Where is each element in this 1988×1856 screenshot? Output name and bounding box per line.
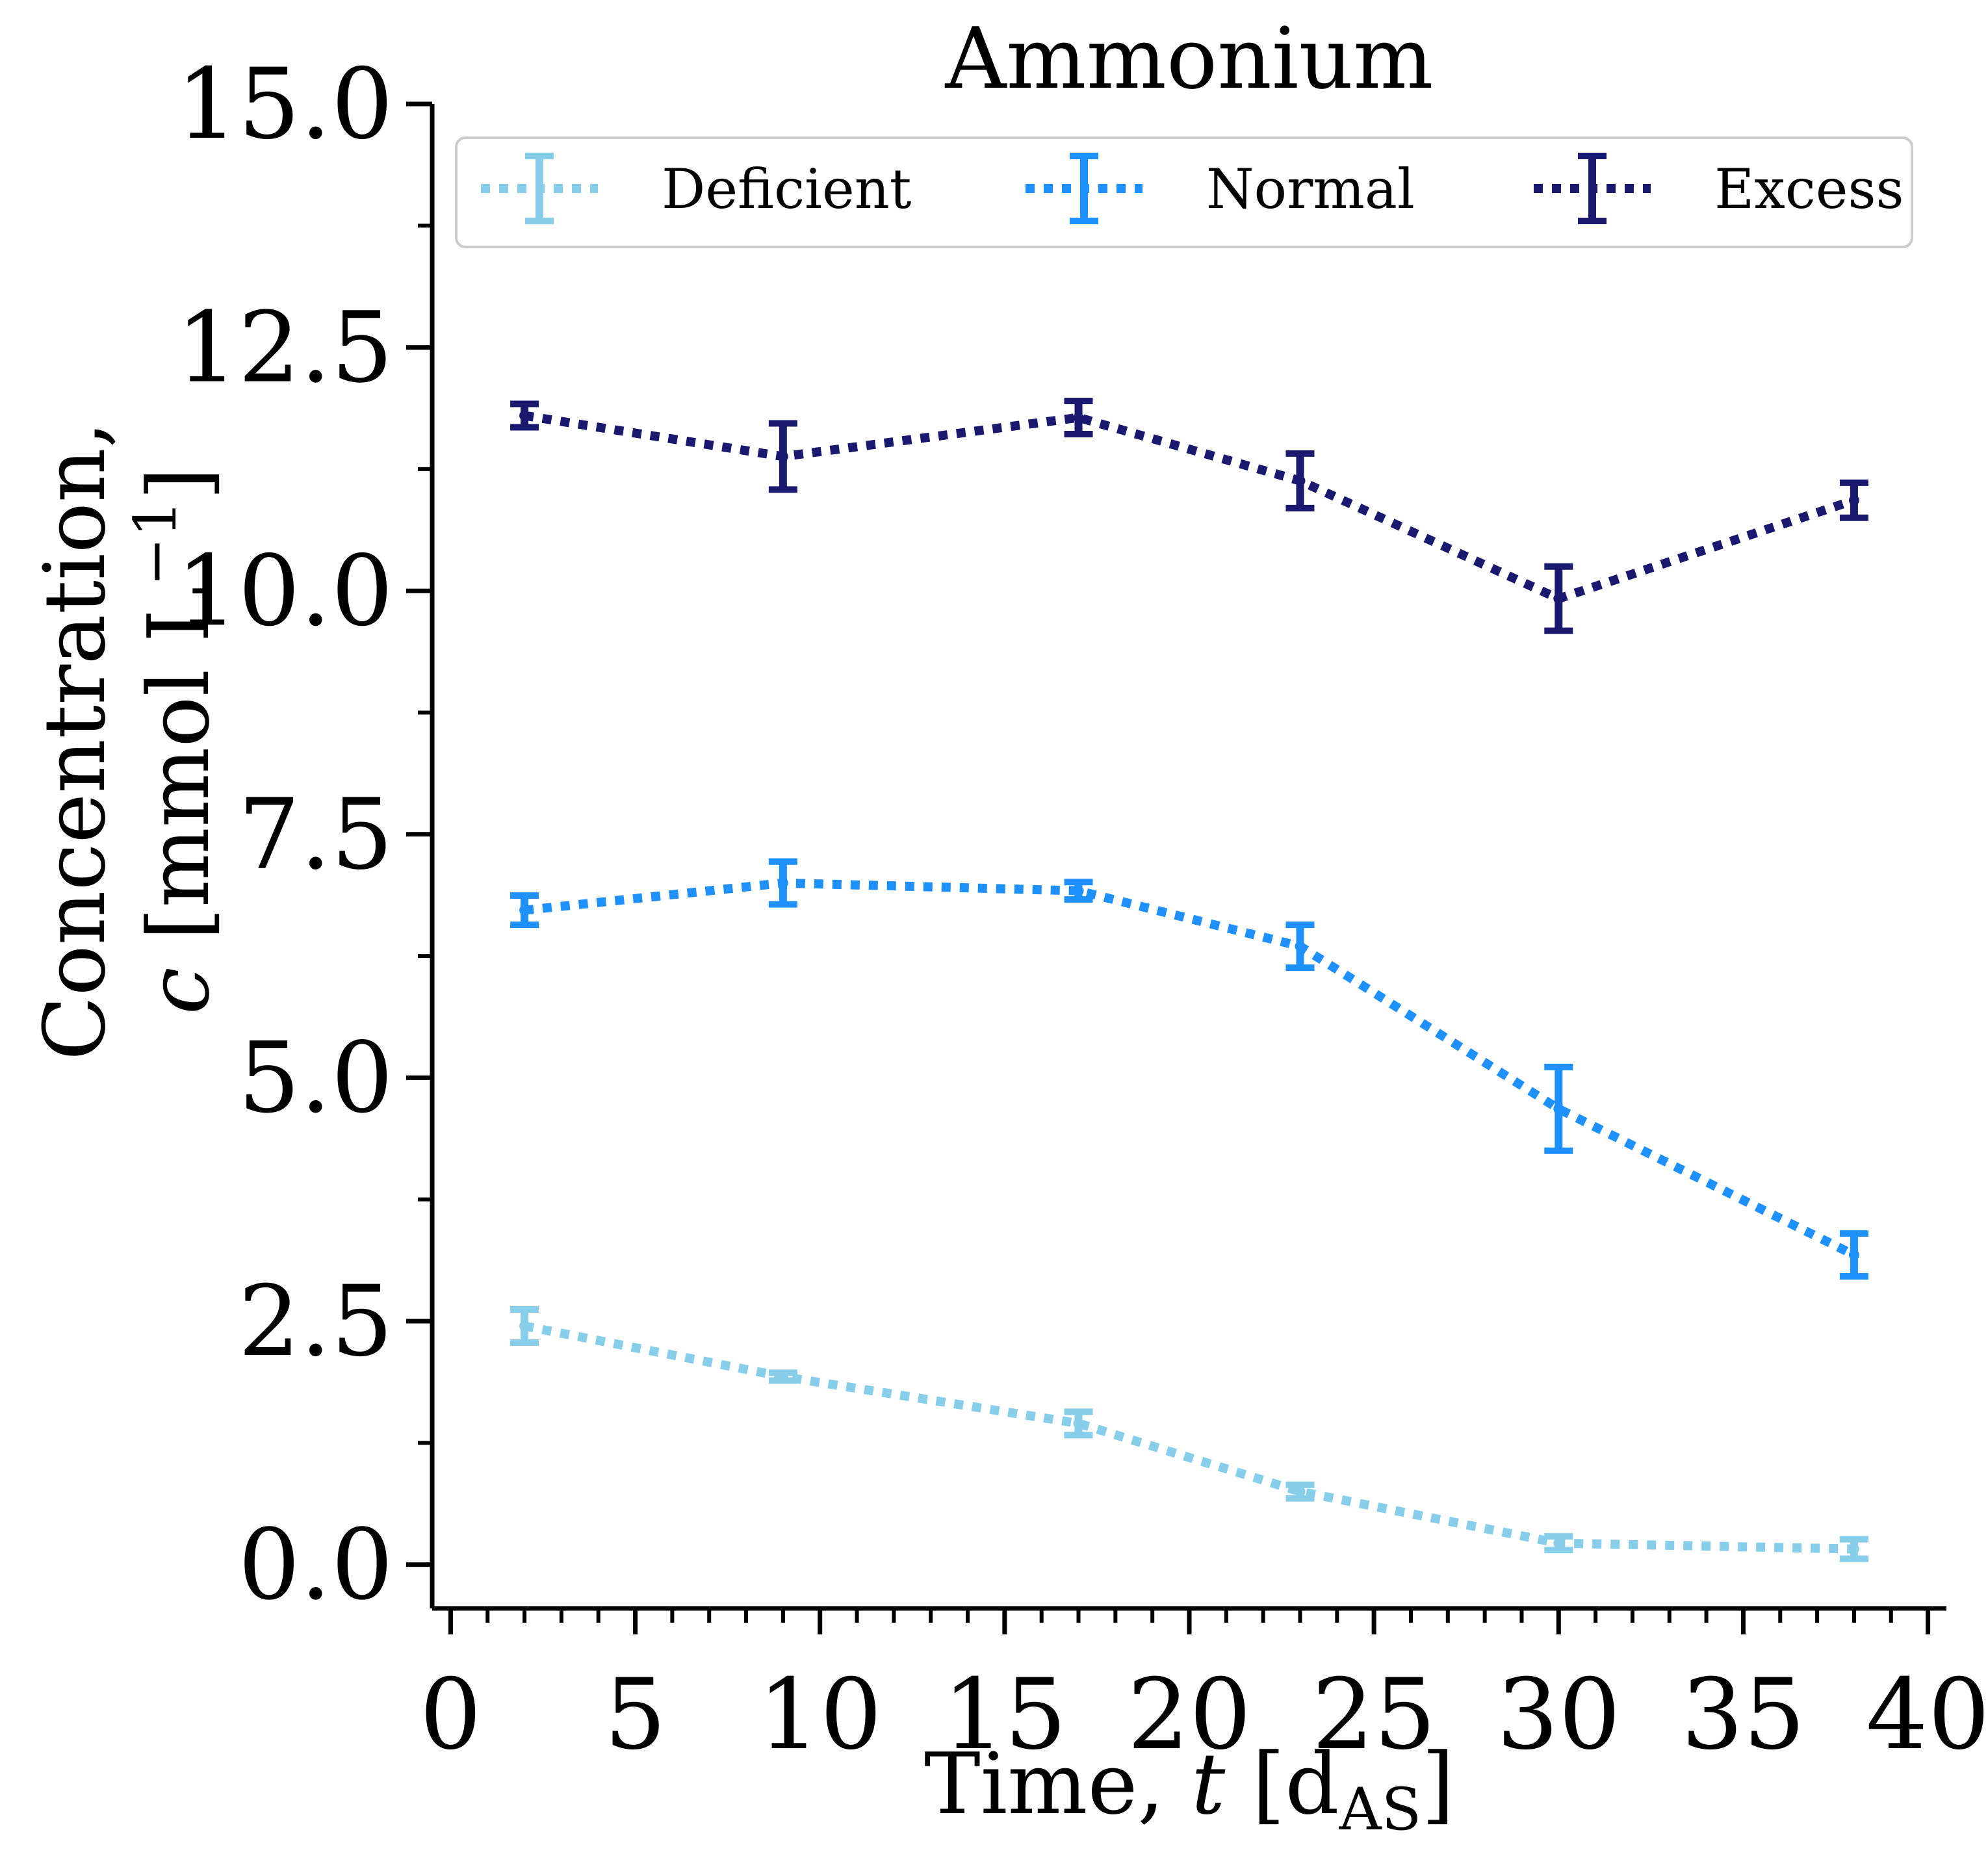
x-tick-label: 0 (420, 1658, 482, 1772)
y-axis-label: Concentration, c [mmol L−1] (25, 421, 228, 1061)
errorbar-deficient (768, 1369, 797, 1384)
errorbar-normal (768, 858, 797, 908)
legend-label-normal: Normal (1206, 157, 1415, 221)
series-normal (510, 858, 1868, 1280)
data-point (1848, 495, 1859, 506)
y-axis-label-unit: [mmol L (129, 586, 228, 967)
errorbar-normal (1064, 879, 1093, 903)
y-axis-label-var: c (129, 967, 228, 1014)
errorbar-deficient (1285, 1481, 1315, 1502)
legend-label-excess: Excess (1714, 157, 1904, 221)
x-axis-label: Time, t [dAS] (924, 1734, 1454, 1844)
errorbar-deficient (1544, 1533, 1573, 1554)
data-point (1295, 1486, 1306, 1497)
series-line-deficient (523, 1321, 1855, 1554)
data-point (1295, 475, 1306, 486)
data-point (1073, 885, 1084, 896)
data-point (777, 451, 788, 462)
errorbar-normal (510, 892, 539, 929)
errorbar-excess (1064, 398, 1093, 437)
x-tick-label: 30 (1497, 1658, 1621, 1772)
y-axis-label-line1: Concentration, (25, 421, 124, 1061)
legend: Deficient Normal Excess (455, 136, 1913, 248)
data-point (1553, 593, 1564, 604)
axes: 0 5 10 15 20 25 30 35 40 0.0 2.5 5.0 7.5 10.0 12.5 15.0 (176, 48, 1988, 1772)
series-line-excess (523, 411, 1856, 604)
x-tick-label: 5 (604, 1658, 666, 1772)
x-tick-label: 25 (1312, 1658, 1436, 1772)
y-tick-label: 2.5 (238, 1265, 393, 1378)
x-axis-label-unit: [d (1225, 1734, 1339, 1833)
y-tick-label: 10.0 (176, 535, 393, 648)
y-tick-label: 7.5 (238, 779, 393, 892)
series-line-normal (524, 878, 1857, 1259)
x-tick-label: 40 (1866, 1658, 1988, 1772)
legend-items: Deficient Normal Excess (481, 153, 1904, 224)
errorbar-normal (1839, 1230, 1868, 1280)
data-point (519, 1321, 530, 1332)
data-point (777, 877, 788, 888)
x-axis-label-close: ] (1421, 1734, 1454, 1833)
data-point (1848, 1250, 1859, 1261)
data-point (1073, 412, 1084, 423)
errorbar-excess (510, 400, 539, 431)
x-tick-label: 35 (1681, 1658, 1805, 1772)
data-point (519, 410, 530, 421)
y-axis-label-close: ] (129, 467, 228, 500)
x-tick-label: 10 (758, 1658, 882, 1772)
errorbar-excess (1544, 563, 1573, 634)
errorbar-normal (1544, 1063, 1573, 1154)
y-tick-label: 12.5 (176, 292, 393, 405)
legend-item-normal: Normal (1026, 153, 1415, 224)
x-axis-label-var: t (1191, 1734, 1226, 1833)
errorbar-deficient (1064, 1408, 1093, 1439)
legend-frame (455, 136, 1913, 248)
chart-title: Ammonium (945, 9, 1434, 108)
data-point (1553, 1103, 1564, 1115)
svg-text:Concentration,: Concentration, (25, 421, 124, 1061)
data-point (519, 905, 530, 916)
x-axis-label-prefix: Time, (924, 1734, 1191, 1833)
data-point (1848, 1543, 1859, 1554)
legend-item-deficient: Deficient (481, 153, 912, 224)
series-excess (510, 398, 1868, 634)
series-layer (510, 398, 1868, 1562)
y-tick-label: 5.0 (238, 1022, 393, 1135)
svg-text:c [mmol L−1]: c [mmol L−1] (122, 467, 228, 1014)
legend-item-excess: Excess (1534, 153, 1904, 224)
errorbar-deficient (1839, 1536, 1868, 1562)
x-axis-label-sub: AS (1339, 1775, 1422, 1844)
data-point (1295, 941, 1306, 952)
y-tick-label: 0.0 (238, 1509, 393, 1622)
errorbar-excess (1285, 450, 1315, 511)
errorbar-deficient (510, 1306, 539, 1346)
series-deficient (510, 1306, 1868, 1562)
data-point (1073, 1418, 1084, 1429)
x-tick-label: 20 (1128, 1658, 1252, 1772)
y-tick-label: 15.0 (176, 48, 393, 161)
data-point (777, 1371, 788, 1382)
data-point (1553, 1538, 1564, 1549)
errorbar-excess (1839, 479, 1868, 521)
y-axis-label-sup: −1 (122, 500, 190, 587)
errorbar-excess (768, 420, 797, 493)
legend-label-deficient: Deficient (662, 157, 912, 221)
errorbar-normal (1285, 922, 1315, 972)
x-tick-label: 15 (942, 1658, 1066, 1772)
